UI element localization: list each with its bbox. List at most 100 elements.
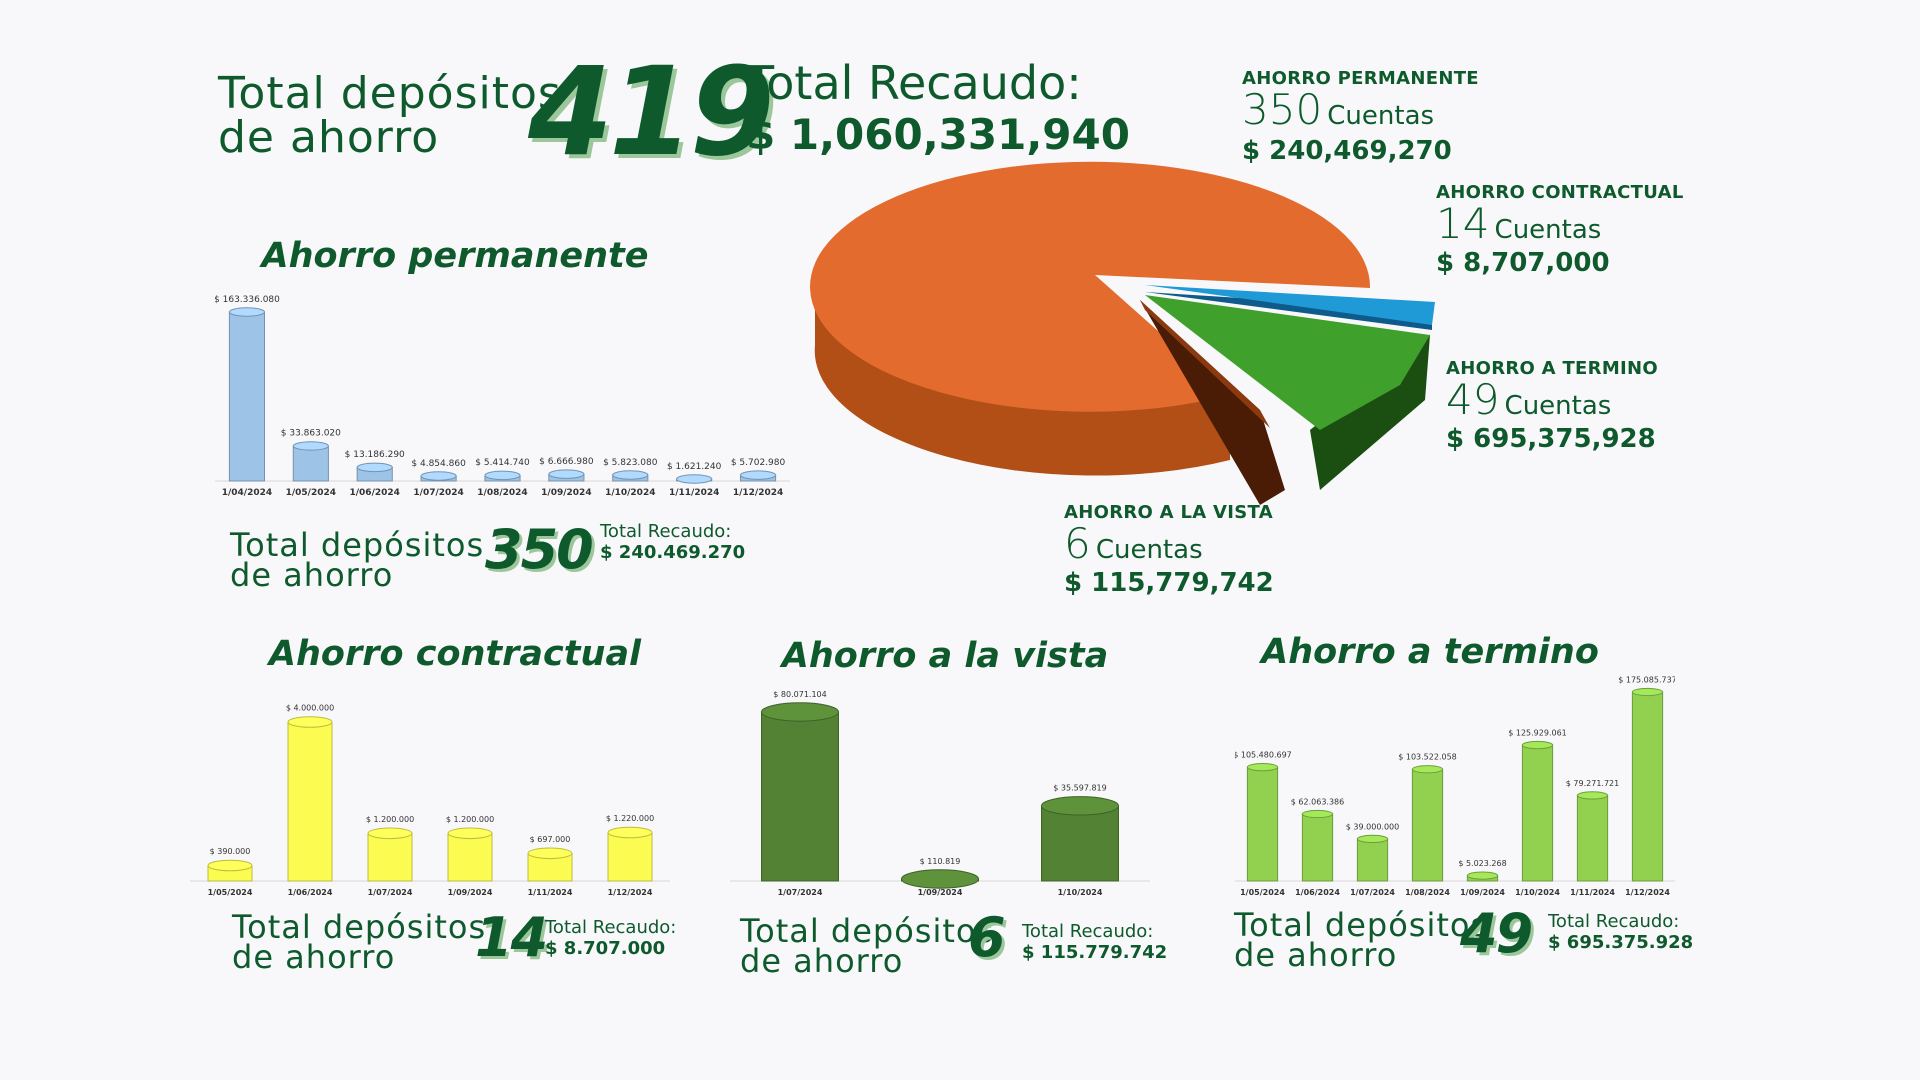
bar-value-label: $ 80.071.104 — [773, 690, 826, 699]
bar-1/07/2024 — [761, 702, 839, 882]
bar-value-label: $ 13.186.290 — [345, 450, 405, 460]
bar-value-label: $ 103.522.058 — [1398, 753, 1457, 762]
contractual-total-count: 14 — [475, 906, 548, 969]
pie-label-permanente: AHORRO PERMANENTE 350 Cuentas $ 240,469,… — [1242, 68, 1479, 166]
bar-cap — [420, 471, 457, 481]
vista-recaudo-label: Total Recaudo: — [1022, 921, 1154, 942]
section-title-termino: Ahorro a termino — [1261, 632, 1599, 672]
pie-chart — [810, 161, 1435, 505]
bar-value-label: $ 62.063.386 — [1291, 797, 1344, 806]
bar-value-label: $ 33.863.020 — [281, 429, 341, 439]
x-tick-label: 1/09/2024 — [541, 488, 591, 498]
bar-1/05/2024 — [207, 859, 253, 882]
termino-recaudo-label: Total Recaudo: — [1548, 911, 1680, 932]
bar-value-label: $ 79.271.721 — [1566, 779, 1619, 788]
x-tick-label: 1/09/2024 — [1460, 888, 1505, 897]
contractual-recaudo-value: $ 8.707.000 — [545, 938, 666, 959]
bar — [1041, 805, 1119, 882]
x-tick-label: 1/10/2024 — [605, 488, 655, 498]
bar-value-label: $ 4.854.860 — [411, 459, 466, 469]
pie-label-count: 6 — [1064, 519, 1091, 568]
x-tick-label: 1/12/2024 — [733, 488, 783, 498]
bar-1/06/2024 — [356, 462, 393, 482]
termino-total-count: 49 — [1460, 902, 1533, 965]
x-tick-label: 1/12/2024 — [608, 888, 653, 897]
x-tick-label: 1/04/2024 — [222, 488, 272, 498]
bar-value-label: $ 1.200.000 — [446, 815, 494, 824]
pie-label-money: $ 8,707,000 — [1436, 248, 1610, 278]
permanente-total-label: Total depósitos de ahorro — [230, 529, 484, 591]
bar-value-label: $ 110.819 — [920, 857, 961, 866]
bar-value-label: $ 697.000 — [530, 835, 571, 844]
bar-1/07/2024 — [1356, 834, 1389, 882]
bar — [1246, 766, 1279, 882]
pie-label-head: AHORRO PERMANENTE — [1242, 68, 1479, 89]
bar-cap — [612, 470, 649, 480]
contractual-recaudo-label: Total Recaudo: — [545, 917, 677, 938]
x-tick-label: 1/07/2024 — [1350, 888, 1395, 897]
pie-label-contractual: AHORRO CONTRACTUAL 14 Cuentas $ 8,707,00… — [1436, 182, 1684, 278]
pie-label-count-word: Cuentas — [1494, 215, 1602, 245]
bar-1/09/2024 — [901, 869, 979, 889]
bar-value-label: $ 1.621.240 — [667, 462, 722, 472]
bar-cap — [739, 470, 777, 480]
bar-1/10/2024 — [1521, 740, 1554, 882]
bar-value-label: $ 390.000 — [210, 847, 251, 856]
bar-cap — [1631, 687, 1664, 697]
bar-1/12/2024 — [607, 826, 653, 882]
vista-recaudo-value: $ 115.779.742 — [1022, 942, 1168, 963]
bar-value-label: $ 4.000.000 — [286, 704, 334, 713]
pie-label-count-word: Cuentas — [1327, 101, 1435, 131]
bar-cap — [761, 702, 839, 722]
bar-value-label: $ 5.702.980 — [731, 458, 786, 468]
x-tick-label: 1/11/2024 — [669, 488, 719, 498]
bar-1/05/2024 — [1246, 763, 1279, 882]
bar-1/06/2024 — [1301, 809, 1334, 882]
x-tick-label: 1/07/2024 — [368, 888, 413, 897]
pie-label-termino: AHORRO A TERMINO 49 Cuentas $ 695,375,92… — [1446, 358, 1658, 454]
bar-chart-contractual: $ 390.000 1/05/2024 $ 4.000.000 1/06/2024 $ … — [190, 704, 670, 897]
bar-1/08/2024 — [484, 470, 521, 482]
bar-cap — [548, 469, 585, 479]
bar-value-label: $ 105.480.697 — [1235, 751, 1292, 760]
bar-1/12/2024 — [1631, 687, 1664, 882]
bar-value-label: $ 6.666.980 — [539, 457, 594, 467]
bar — [292, 445, 329, 482]
permanente-recaudo: Total Recaudo: $ 240.469.270 — [600, 522, 745, 564]
x-tick-label: 1/10/2024 — [1058, 888, 1103, 897]
section-title-vista: Ahorro a la vista — [781, 636, 1109, 676]
bar — [1301, 813, 1334, 882]
vista-total-label: Total depósitos de ahorro — [740, 912, 995, 977]
section-title-contractual: Ahorro contractual — [268, 634, 642, 674]
bar — [1631, 691, 1664, 882]
bar-chart-termino: $ 105.480.697 1/05/2024 $ 62.063.386 1/06/2… — [1235, 675, 1675, 897]
bar-1/11/2024 — [1576, 791, 1609, 882]
header-total-label-line1: Total depósitos — [218, 68, 562, 119]
bar-chart-permanente: $ 163.336.080 1/04/2024 $ 33.863.020 1/05/2… — [215, 295, 790, 498]
header-recaudo-value: $ 1,060,331,940 — [746, 110, 1130, 159]
termino-recaudo: Total Recaudo: $ 695.375.928 — [1548, 912, 1693, 954]
pie-label-count-word: Cuentas — [1504, 391, 1612, 421]
bar-1/05/2024 — [292, 441, 329, 482]
bar-value-label: $ 39.000.000 — [1346, 822, 1399, 831]
pie-label-count: 49 — [1446, 375, 1500, 424]
x-tick-label: 1/05/2024 — [208, 888, 253, 897]
vista-total-line1: Total depósitos — [740, 912, 995, 950]
bar-value-label: $ 1.200.000 — [366, 815, 414, 824]
pie-label-head: AHORRO A TERMINO — [1446, 358, 1658, 379]
pie-label-money: $ 695,375,928 — [1446, 424, 1656, 454]
bar-value-label: $ 35.597.819 — [1053, 784, 1106, 793]
header-total-count: 419 — [528, 41, 775, 183]
bar — [1356, 838, 1389, 882]
bar-chart-vista: $ 80.071.104 1/07/2024 $ 110.819 1/09/2024 $… — [730, 690, 1150, 897]
bar-1/09/2024 — [447, 827, 493, 882]
pie-slice-permanente-side — [813, 275, 1230, 476]
bar-cap — [287, 716, 333, 728]
bar-value-label: $ 5.823.080 — [603, 458, 658, 468]
pie-slice-contractual-side — [1145, 292, 1432, 330]
bar-cap — [207, 859, 253, 872]
pie-label-count-word: Cuentas — [1095, 535, 1203, 565]
x-tick-label: 1/06/2024 — [288, 888, 333, 897]
pie-label-vista: AHORRO A LA VISTA 6 Cuentas $ 115,779,74… — [1064, 502, 1274, 598]
bar-value-label: $ 125.929.061 — [1508, 728, 1567, 737]
